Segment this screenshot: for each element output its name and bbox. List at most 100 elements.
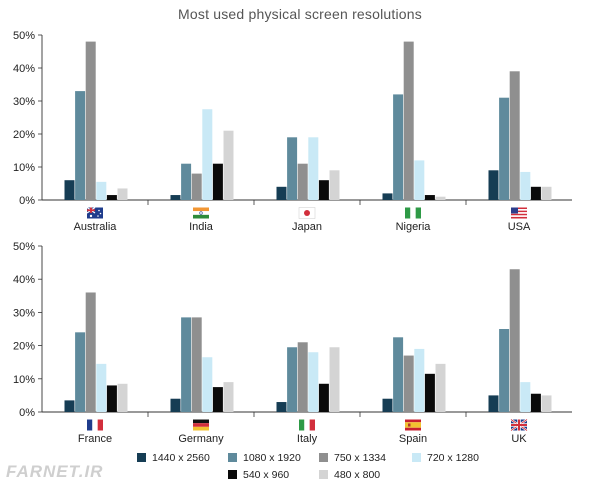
bar-nigeria-3 (403, 41, 414, 200)
bar-italy-4 (308, 352, 319, 412)
bar-italy-5 (318, 383, 329, 412)
bar-nigeria-6 (435, 196, 446, 200)
legend-swatch (412, 453, 421, 462)
x-category-label: UK (511, 433, 527, 445)
y-tick-label: 0% (19, 407, 35, 419)
x-category-label: Germany (178, 433, 224, 445)
bar-australia-6 (117, 188, 128, 200)
y-tick-label: 50% (13, 241, 35, 253)
x-category-label: France (78, 433, 112, 445)
bar-japan-1 (276, 186, 287, 200)
chart-title: Most used physical screen resolutions (178, 6, 422, 22)
bar-italy-2 (287, 347, 298, 412)
bar-france-3 (85, 292, 96, 412)
bar-germany-1 (170, 398, 181, 412)
legend-label: 1080 x 1920 (243, 452, 301, 464)
legend: 1440 x 2560 1080 x 1920 750 x 1334 720 x 12… (137, 452, 479, 481)
bar-germany-3 (191, 317, 202, 412)
bar-india-6 (223, 130, 234, 200)
y-tick-label: 0% (19, 195, 35, 207)
bar-australia-2 (75, 91, 86, 200)
bar-italy-3 (297, 342, 308, 412)
bar-nigeria-2 (393, 94, 404, 200)
bar-nigeria-5 (424, 195, 435, 200)
legend-label: 1440 x 2560 (152, 452, 210, 464)
bar-australia-1 (64, 180, 75, 200)
bar-spain-1 (382, 398, 393, 412)
bar-usa-2 (499, 97, 510, 200)
bar-spain-3 (403, 355, 414, 412)
y-tick-label: 20% (13, 341, 35, 353)
flag-usa-icon (511, 207, 527, 219)
bar-australia-5 (106, 195, 117, 200)
bar-japan-3 (297, 163, 308, 200)
legend-swatch (137, 453, 146, 462)
bar-italy-1 (276, 402, 287, 412)
x-category-label: Nigeria (396, 221, 432, 233)
flag-uk-icon (510, 418, 528, 432)
bar-japan-5 (318, 180, 329, 200)
bar-spain-2 (393, 337, 404, 412)
legend-swatch (319, 470, 328, 479)
bar-usa-6 (541, 186, 552, 200)
y-tick-label: 40% (13, 274, 35, 286)
flag-australia-icon (86, 207, 103, 219)
bar-australia-4 (96, 181, 107, 200)
bar-uk-6 (541, 395, 552, 412)
bar-japan-4 (308, 137, 319, 200)
bar-france-1 (64, 400, 75, 412)
bar-spain-4 (414, 348, 425, 412)
flag-nigeria-icon (405, 207, 421, 219)
bar-spain-6 (435, 363, 446, 412)
flag-spain-icon (405, 419, 421, 431)
bar-uk-3 (509, 269, 520, 412)
bar-uk-1 (488, 395, 499, 412)
bar-australia-3 (85, 41, 96, 200)
bar-india-4 (202, 109, 213, 200)
bar-nigeria-4 (414, 160, 425, 200)
x-category-label: India (189, 221, 214, 233)
legend-label: 540 x 960 (243, 469, 289, 481)
bar-france-4 (96, 363, 107, 412)
bar-india-5 (212, 163, 223, 200)
bar-spain-5 (424, 373, 435, 412)
y-tick-label: 20% (13, 129, 35, 141)
flag-italy-icon (299, 419, 315, 431)
bar-germany-5 (212, 387, 223, 412)
y-tick-label: 40% (13, 63, 35, 75)
y-tick-label: 10% (13, 374, 35, 386)
y-tick-label: 30% (13, 307, 35, 319)
bar-uk-5 (530, 393, 541, 412)
bar-uk-2 (499, 329, 510, 412)
bar-germany-2 (181, 317, 192, 412)
bar-chart-panel-1: 0% 10% 20% 30% 40% 50% Australia India Japan Nige… (13, 30, 572, 233)
bar-usa-4 (520, 171, 531, 200)
y-tick-label: 30% (13, 96, 35, 108)
x-category-label: Spain (399, 433, 427, 445)
bar-india-3 (191, 173, 202, 200)
x-category-label: Japan (292, 221, 322, 233)
bar-chart-panel-2: 0% 10% 20% 30% 40% 50% France Germany Italy Spain… (13, 241, 572, 445)
flag-france-icon (87, 419, 103, 431)
bar-nigeria-1 (382, 193, 393, 200)
bar-france-2 (75, 332, 86, 412)
y-tick-label: 10% (13, 162, 35, 174)
legend-label: 750 x 1334 (334, 452, 386, 464)
bar-italy-6 (329, 347, 340, 412)
bar-france-5 (106, 385, 117, 412)
legend-swatch (228, 453, 237, 462)
bar-france-6 (117, 383, 128, 412)
bar-japan-2 (287, 137, 298, 200)
bar-india-1 (170, 195, 181, 200)
bar-uk-4 (520, 382, 531, 412)
legend-swatch (228, 470, 237, 479)
x-category-label: USA (508, 221, 531, 233)
x-category-label: Australia (74, 221, 118, 233)
legend-label: 720 x 1280 (427, 452, 479, 464)
bar-usa-5 (530, 186, 541, 200)
x-category-label: Italy (297, 433, 318, 445)
legend-swatch (319, 453, 328, 462)
flag-germany-icon (193, 419, 209, 431)
flag-japan-icon (298, 207, 316, 219)
